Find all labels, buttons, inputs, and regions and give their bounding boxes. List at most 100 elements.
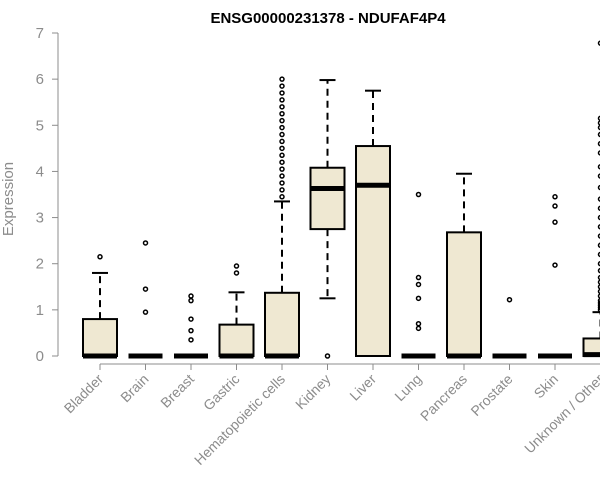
outlier-point [415,320,422,327]
outlier-point [97,254,103,260]
outlier-point [188,293,194,299]
outlier-point [279,104,285,110]
outlier-point [552,262,558,268]
outlier-point [597,40,600,46]
outlier-point [597,304,600,311]
y-tick-label: 0 [36,348,44,365]
outlier-point [279,124,285,131]
outlier-point [279,173,285,179]
outlier-point [597,288,600,295]
outlier-point [597,150,600,156]
y-tick-label: 4 [36,163,44,180]
box-unknown-other [582,40,600,358]
outlier-point [597,293,600,299]
outlier-point [597,300,600,306]
outlier-point [597,205,600,212]
outlier-point [142,240,149,246]
box-prostate [492,296,527,359]
outlier-point [279,180,285,186]
outlier-point [597,124,600,131]
outlier-point [279,187,285,193]
box-lung [401,191,436,359]
box-brain [128,240,163,359]
outlier-point [552,194,558,200]
x-tick-label: Pancreas [417,371,470,424]
outlier-point [188,337,194,343]
outlier-point [597,302,600,308]
outlier-point [597,261,600,267]
x-tick-label: Kidney [292,371,334,413]
outlier-point [324,353,331,359]
outlier-point [233,263,240,269]
box-body [309,166,346,231]
outlier-point [142,309,149,315]
outlier-point [233,270,240,276]
outlier-point [597,279,600,285]
box-body [355,145,391,357]
outlier-point [279,90,285,96]
outlier-point [415,281,422,288]
outlier-point [597,131,600,138]
y-tick-label: 7 [36,25,44,42]
outlier-point [597,284,600,290]
box-breast [174,293,208,359]
box-pancreas [446,172,482,359]
y-tick-label: 5 [36,117,44,134]
outlier-point [415,325,422,332]
outlier-point [279,117,285,124]
outlier-point [279,159,285,165]
outlier-point [597,233,600,239]
boxes-layer [82,40,600,359]
outlier-point [597,274,600,281]
x-tick-label: Brain [117,371,151,405]
outlier-point [279,83,285,89]
outlier-point [597,141,600,147]
outlier-point [597,214,600,221]
x-tick-label: Lung [391,371,424,404]
outlier-point [552,219,558,225]
outlier-point [597,173,600,179]
box-gastric [218,263,255,359]
x-tick-label: Breast [157,371,197,411]
outlier-point [597,164,600,170]
y-tick-label: 1 [36,302,44,319]
y-tick-label: 2 [36,256,44,273]
outlier-point [506,296,513,303]
box-body [264,291,300,357]
chart-title: ENSG00000231378 - NDUFAF4P4 [210,10,446,27]
x-tick-label: Skin [531,371,562,402]
outlier-point [279,111,285,117]
y-tick-label: 6 [36,71,44,88]
x-tick-label: Prostate [467,371,515,419]
outlier-point [597,120,600,126]
outlier-point [415,191,422,198]
outlier-point [279,131,285,138]
x-tick-label: Unknown / Other [521,371,600,457]
box-skin [538,194,572,359]
outlier-point [415,295,422,302]
x-tick-label: Liver [346,371,379,404]
outlier-point [597,297,600,304]
box-body [582,337,600,358]
x-tick-label: Bladder [61,371,107,417]
y-tick-label: 3 [36,210,44,227]
outlier-point [597,115,600,122]
outlier-point [552,203,558,209]
box-body [218,323,255,358]
box-hematopoietic-cells [264,76,300,359]
outlier-point [415,274,422,281]
box-body [82,318,118,358]
outlier-point [279,97,285,103]
x-tick-label: Gastric [200,371,243,414]
outlier-point [279,138,285,145]
outlier-point [597,224,600,230]
outlier-point [597,307,600,313]
box-bladder [82,254,118,359]
outlier-point [597,251,600,258]
outlier-point [597,242,600,248]
box-body [446,231,482,357]
box-liver [355,89,391,357]
outlier-point [188,316,194,322]
box-kidney [309,79,346,359]
